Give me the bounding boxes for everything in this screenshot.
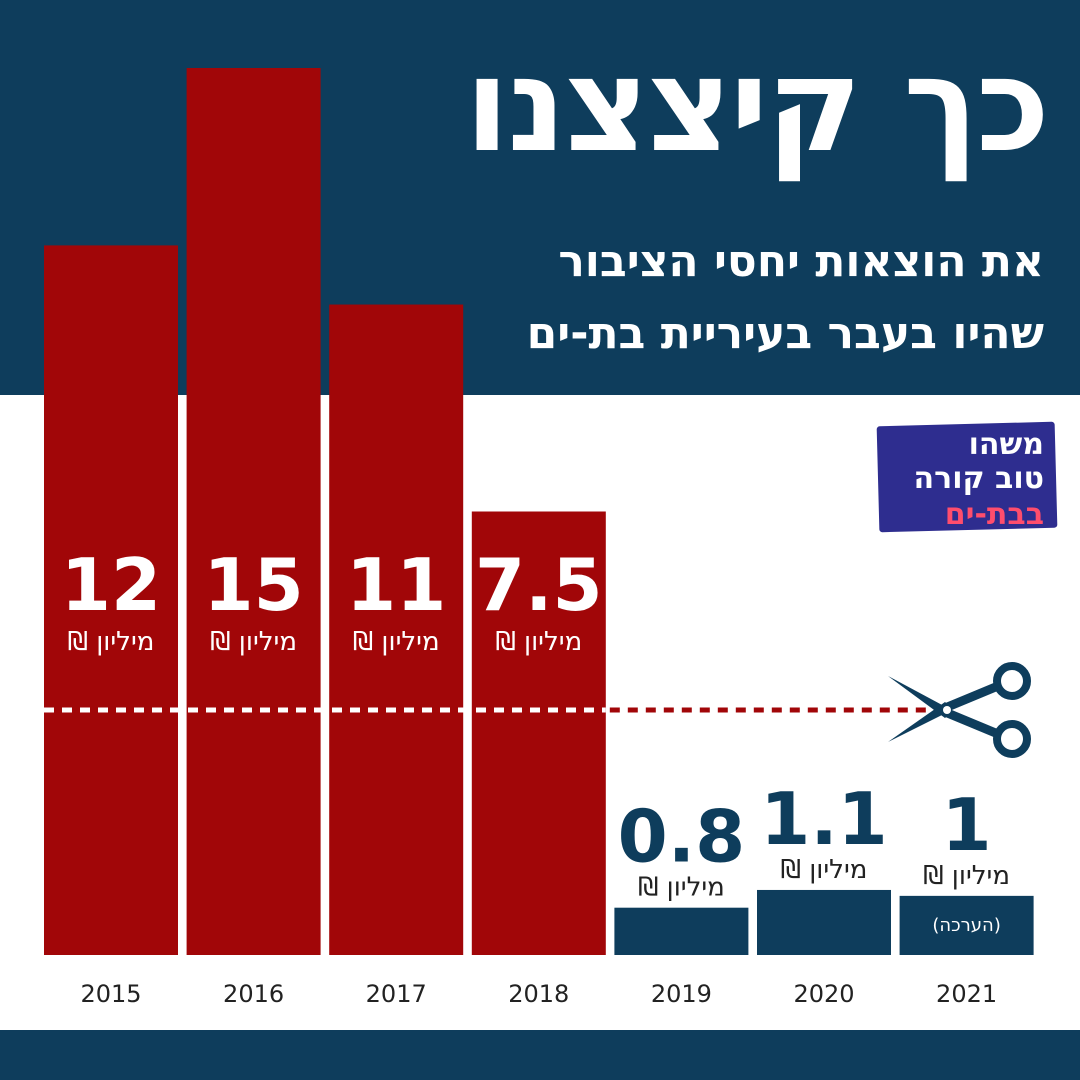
subtitle-line-2: שהיו בעבר בעיריית בת-ים: [526, 308, 1044, 359]
unit-label-2021: מיליון ₪: [923, 861, 1010, 891]
header-band: [0, 0, 1080, 395]
scissors-pivot: [943, 706, 951, 714]
value-label-2020: 1.1: [760, 777, 888, 861]
value-label-2019: 0.8: [618, 795, 746, 879]
bar-2018: [471, 511, 606, 955]
bar-2019: [614, 907, 749, 955]
year-label-2021: 2021: [936, 980, 997, 1008]
year-label-2019: 2019: [651, 980, 712, 1008]
logo-line-2: טוב קורה: [913, 461, 1044, 496]
bar-2016: [186, 68, 321, 955]
logo-line-1: משהו: [968, 427, 1044, 462]
logo-line-3: בבת-ים: [944, 497, 1044, 532]
unit-label-2019: מיליון ₪: [638, 873, 725, 903]
year-label-2020: 2020: [793, 980, 854, 1008]
scissors-handle-lower: [993, 720, 1031, 758]
year-label-2015: 2015: [80, 980, 141, 1008]
year-label-2016: 2016: [223, 980, 284, 1008]
scissors-blade-upper: [888, 676, 952, 718]
scissors-handle-upper: [993, 662, 1031, 700]
bar-2021: [899, 895, 1034, 955]
value-label-2016: 15: [203, 543, 303, 627]
bar-2017: [329, 304, 464, 955]
annotation-2021: (הערכה): [932, 915, 1001, 936]
year-label-2017: 2017: [366, 980, 427, 1008]
unit-label-2015: מיליון ₪: [68, 627, 155, 657]
year-label-2018: 2018: [508, 980, 569, 1008]
bar-2015: [44, 245, 178, 955]
logo: משהו טוב קורה בבת-ים: [876, 420, 1060, 535]
bar-2020: [757, 889, 891, 955]
value-label-2018: 7.5: [475, 543, 603, 627]
unit-label-2020: מיליון ₪: [781, 855, 868, 885]
unit-label-2017: מיליון ₪: [353, 627, 440, 657]
footer-band: [0, 1030, 1080, 1080]
value-label-2017: 11: [346, 543, 446, 627]
scissors-icon: [888, 662, 1031, 758]
scissors-shank-upper: [943, 681, 1000, 713]
subtitle-line-1: את הוצאות יחסי הציבור: [558, 236, 1044, 287]
unit-label-2018: מיליון ₪: [495, 627, 582, 657]
page-title: כך קיצצנו: [464, 29, 1050, 181]
scissors-blade-lower: [888, 702, 952, 742]
scissors-shank-lower: [943, 707, 1000, 739]
unit-label-2016: מיליון ₪: [210, 627, 297, 657]
value-label-2021: 1: [942, 783, 992, 867]
value-label-2015: 12: [61, 543, 161, 627]
